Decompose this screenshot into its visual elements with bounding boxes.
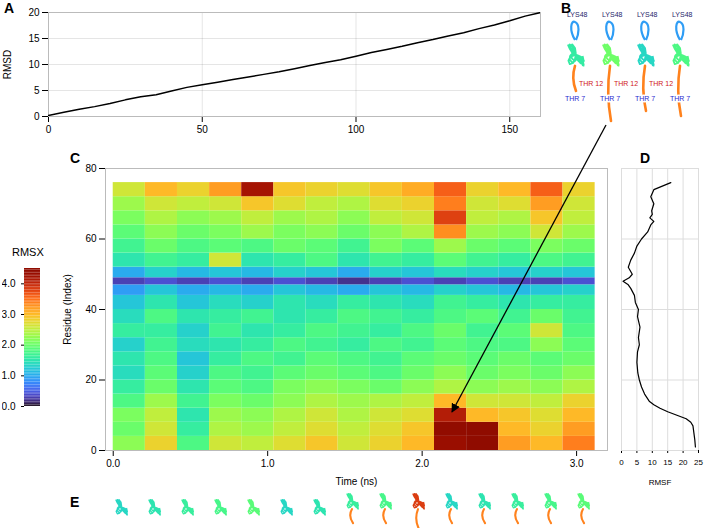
svg-text:15: 15 (663, 458, 672, 467)
svg-text:RMSF: RMSF (649, 478, 672, 487)
svg-text:LYS48: LYS48 (602, 11, 623, 18)
svg-text:THR 7: THR 7 (670, 95, 690, 102)
svg-text:20: 20 (28, 7, 40, 18)
svg-text:1.0: 1.0 (261, 458, 275, 469)
svg-text:Residue (Index): Residue (Index) (62, 274, 73, 345)
svg-text:LYS48: LYS48 (637, 11, 658, 18)
html-text:E: E (70, 494, 80, 510)
html-text:C: C (70, 150, 81, 166)
svg-text:3.0: 3.0 (570, 458, 584, 469)
svg-text:0.0: 0.0 (2, 401, 16, 412)
svg-text:1.0: 1.0 (2, 370, 16, 381)
svg-text:10: 10 (648, 458, 657, 467)
svg-text:2.0: 2.0 (415, 458, 429, 469)
svg-text:THR 7: THR 7 (565, 95, 585, 102)
svg-text:3.0: 3.0 (2, 309, 16, 320)
svg-text:RMSD: RMSD (2, 50, 13, 79)
svg-text:60: 60 (85, 233, 97, 244)
svg-text:LYS48: LYS48 (672, 11, 693, 18)
svg-text:5: 5 (34, 85, 40, 96)
html-text:D: D (640, 150, 651, 166)
svg-text:LYS48: LYS48 (567, 11, 588, 18)
svg-text:THR 12: THR 12 (649, 80, 673, 87)
svg-text:15: 15 (28, 33, 40, 44)
svg-text:THR 12: THR 12 (614, 80, 638, 87)
svg-text:25: 25 (694, 458, 703, 467)
svg-text:THR 12: THR 12 (579, 80, 603, 87)
svg-text:Time (ns): Time (ns) (336, 476, 378, 487)
svg-text:2.0: 2.0 (2, 339, 16, 350)
svg-text:0: 0 (46, 124, 52, 135)
svg-text:0: 0 (91, 445, 97, 456)
svg-text:80: 80 (85, 163, 97, 174)
svg-text:150: 150 (501, 124, 518, 135)
svg-text:5: 5 (635, 458, 640, 467)
svg-text:0: 0 (34, 111, 40, 122)
svg-text:10: 10 (28, 59, 40, 70)
svg-text:THR 7: THR 7 (635, 95, 655, 102)
svg-text:20: 20 (679, 458, 688, 467)
svg-text:4.0: 4.0 (2, 278, 16, 289)
html-text:A: A (4, 0, 15, 16)
html-text:B: B (561, 0, 572, 16)
svg-text:0: 0 (619, 458, 624, 467)
svg-text:THR 7: THR 7 (600, 95, 620, 102)
svg-text:50: 50 (197, 124, 209, 135)
svg-text:100: 100 (348, 124, 365, 135)
svg-text:0.0: 0.0 (106, 458, 120, 469)
svg-text:20: 20 (85, 374, 97, 385)
svg-text:40: 40 (85, 304, 97, 315)
html-text:RMSX: RMSX (12, 246, 44, 258)
